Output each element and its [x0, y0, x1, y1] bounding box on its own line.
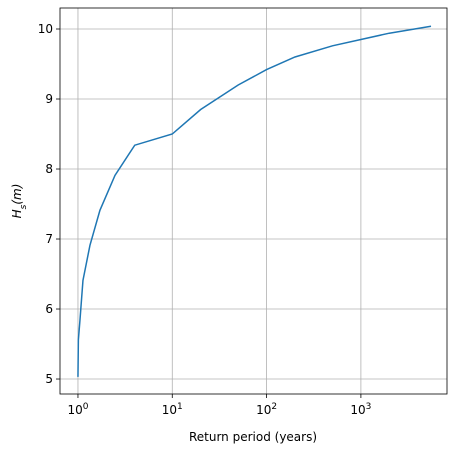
x-axis-label: Return period (years): [189, 430, 317, 444]
y-tick-label: 6: [45, 302, 53, 316]
plot-frame: [59, 7, 448, 395]
x-tick-label: 103: [350, 402, 371, 417]
y-tick-label: 7: [45, 232, 53, 246]
x-tick-label: 102: [256, 402, 277, 417]
y-tick-label: 5: [45, 372, 53, 386]
y-axis-label: Hs(m): [10, 184, 29, 219]
line: [77, 25, 432, 377]
x-tick-label: 100: [67, 402, 88, 417]
y-tick-label: 10: [38, 22, 53, 36]
y-tick-label: 8: [45, 162, 53, 176]
y-tick-label: 9: [45, 92, 53, 106]
x-tick-label: 101: [162, 402, 183, 417]
